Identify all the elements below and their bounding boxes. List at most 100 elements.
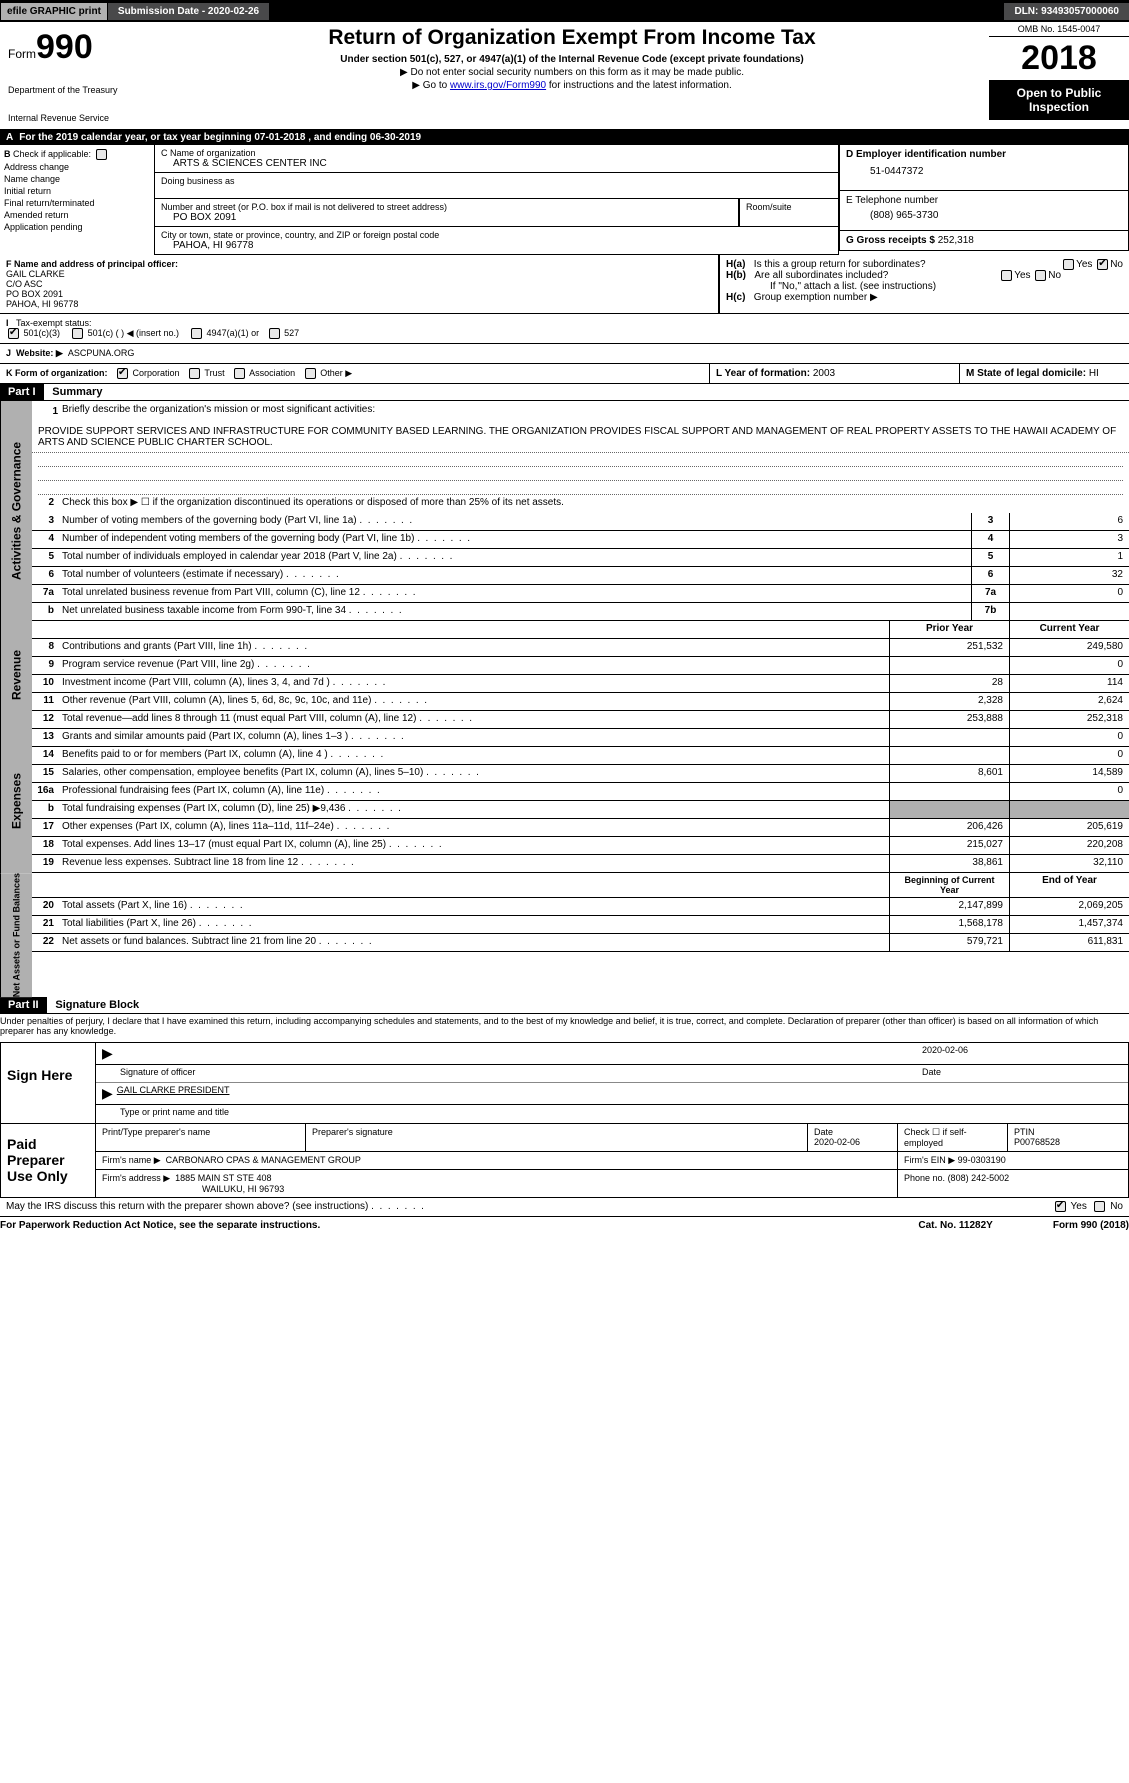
omb-number: OMB No. 1545-0047 [989,22,1129,37]
current-value: 0 [1009,657,1129,674]
d-label: D Employer identification number [846,149,1122,160]
tax-year-text: For the 2019 calendar year, or tax year … [19,132,421,143]
checkbox-icon[interactable] [1001,270,1012,281]
line-text: Number of independent voting members of … [58,531,971,548]
dba-label: Doing business as [161,176,832,186]
prior-value [889,747,1009,764]
l2-text: Check this box ▶ ☐ if the organization d… [58,495,1129,513]
col-end: End of Year [1009,873,1129,897]
net-section: Net Assets or Fund Balances Beginning of… [0,873,1129,997]
exp-section: Expenses 13Grants and similar amounts pa… [0,729,1129,873]
checkbox-icon[interactable] [189,368,200,379]
opt-527: 527 [284,328,299,338]
tax-year-line: AFor the 2019 calendar year, or tax year… [0,130,1129,145]
checkbox-checked-icon[interactable] [117,368,128,379]
opt-501c: 501(c) ( ) ◀ (insert no.) [88,328,179,338]
org-name: ARTS & SCIENCES CENTER INC [173,158,832,169]
firm-addr-label: Firm's address ▶ [102,1173,170,1183]
prior-value [889,801,1009,818]
line-text: Salaries, other compensation, employee b… [58,765,889,782]
link-irs-form990[interactable]: www.irs.gov/Form990 [450,80,546,91]
section-a: B Check if applicable: Address change Na… [0,145,1129,255]
open-to-public: Open to Public Inspection [989,80,1129,120]
blank-line [38,481,1123,495]
tax-year: 2018 [989,37,1129,80]
prior-value: 253,888 [889,711,1009,728]
check-pending: Application pending [4,222,150,232]
k-other: Other ▶ [320,368,352,378]
checkbox-icon[interactable] [191,328,202,339]
hc-text: Group exemption number ▶ [754,292,878,303]
line-num: 11 [32,693,58,710]
f-label: F Name and address of principal officer: [6,259,178,269]
line-text: Benefits paid to or for members (Part IX… [58,747,889,764]
current-value: 0 [1009,783,1129,800]
checkbox-icon[interactable] [269,328,280,339]
ha-text: Is this a group return for subordinates? [754,259,926,270]
form-header: Form990 Department of the Treasury Inter… [0,22,1129,130]
officer-printed-name: GAIL CLARKE PRESIDENT [117,1085,230,1102]
checkbox-icon[interactable] [234,368,245,379]
vtab-net: Net Assets or Fund Balances [0,873,32,997]
checkbox-icon[interactable] [1035,270,1046,281]
checkbox-icon[interactable] [72,328,83,339]
prior-value: 28 [889,675,1009,692]
vtab-exp: Expenses [0,729,32,873]
current-value: 114 [1009,675,1129,692]
current-value: 205,619 [1009,819,1129,836]
line-num: 4 [32,531,58,548]
k-assoc: Association [249,368,295,378]
table-row: 9Program service revenue (Part VIII, lin… [32,657,1129,675]
i-label: Tax-exempt status: [16,318,92,328]
note2-post: for instructions and the latest informat… [546,80,732,91]
discuss-no: No [1110,1202,1123,1213]
table-row: 18Total expenses. Add lines 13–17 (must … [32,837,1129,855]
checkbox-checked-icon[interactable] [8,328,19,339]
m-state: HI [1089,368,1099,379]
website: ASCPUNA.ORG [68,348,135,358]
line-num: b [32,801,58,818]
note-goto: ▶ Go to www.irs.gov/Form990 for instruct… [159,80,985,91]
note-ssn: ▶ Do not enter social security numbers o… [159,67,985,78]
m-label: M State of legal domicile: [966,368,1086,379]
checkbox-icon[interactable] [1063,259,1074,270]
line-value: 3 [1009,531,1129,548]
firm-addr1: 1885 MAIN ST STE 408 [175,1173,271,1183]
part1-hdr: Part I [0,384,44,400]
hb-note: If "No," attach a list. (see instruction… [770,281,1123,292]
line-box: 3 [971,513,1009,530]
checkbox-icon[interactable] [305,368,316,379]
checkbox-checked-icon[interactable] [1055,1201,1066,1212]
hb-text: Are all subordinates included? [754,270,888,281]
line-text: Net assets or fund balances. Subtract li… [58,934,889,951]
line-text: Investment income (Part VIII, column (A)… [58,675,889,692]
line-num: 3 [32,513,58,530]
checkbox-checked-icon[interactable] [1097,259,1108,270]
firm-name-label: Firm's name ▶ [102,1155,161,1165]
line-box: 7a [971,585,1009,602]
table-row: 15Salaries, other compensation, employee… [32,765,1129,783]
table-row: 16aProfessional fundraising fees (Part I… [32,783,1129,801]
firm-addr2: WAILUKU, HI 96793 [202,1184,284,1194]
paid-preparer-label: Paid Preparer Use Only [1,1124,96,1197]
form-prefix: Form [8,47,36,61]
prior-value: 2,328 [889,693,1009,710]
line-value: 6 [1009,513,1129,530]
vtab-gov: Activities & Governance [0,401,32,621]
vtab-rev: Revenue [0,621,32,729]
i-row: I Tax-exempt status: 501(c)(3) 501(c) ( … [0,314,1129,344]
checkbox-icon[interactable] [96,149,107,160]
table-row: 21Total liabilities (Part X, line 26)1,5… [32,916,1129,934]
telephone: (808) 965-3730 [870,210,1122,221]
name-title-label: Type or print name and title [120,1107,229,1121]
line-box: 7b [971,603,1009,620]
gov-section: Activities & Governance 1Briefly describ… [0,401,1129,621]
prior-value: 206,426 [889,819,1009,836]
line-num: b [32,603,58,620]
line-num: 15 [32,765,58,782]
dept-irs: Internal Revenue Service [8,113,147,123]
part1-bar: Part I Summary [0,384,1129,401]
table-row: 4Number of independent voting members of… [32,531,1129,549]
sig-officer-label: Signature of officer [120,1067,922,1080]
checkbox-icon[interactable] [1094,1201,1105,1212]
